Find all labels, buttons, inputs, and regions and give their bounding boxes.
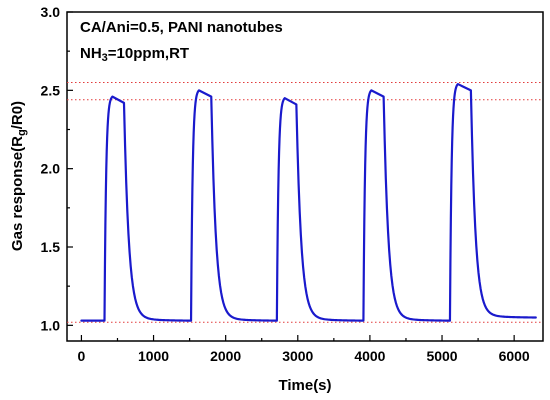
annotation-sub-3: 3 [102,52,108,64]
x-tick-label-3000: 3000 [282,348,313,364]
x-tick-label-1000: 1000 [138,348,169,364]
x-tick-label-4000: 4000 [354,348,385,364]
y-tick-label-3: 3.0 [41,4,61,20]
series-line-1 [80,82,537,322]
annotation-conditions: =10ppm,RT [108,45,189,62]
x-axis: 0 1000 2000 3000 4000 5000 6000 [78,335,530,364]
series-layer [80,82,537,322]
y-tick-label-2.5: 2.5 [41,82,61,98]
x-tick-label-2000: 2000 [210,348,241,364]
annotation-nh: NH [80,45,102,62]
y-axis-title-end: /R0) [9,101,26,129]
plot-frame [66,11,544,342]
y-axis-title-sub: g [16,129,28,136]
x-axis-title: Time(s) [278,377,331,394]
annotation-line-2: NH3=10ppm,RT [80,45,189,64]
y-tick-label-1: 1.0 [41,317,61,333]
y-axis-title-main: Gas response(R [9,136,26,251]
reference-lines [67,82,543,323]
annotation-line-1: CA/Ani=0.5, PANI nanotubes [80,19,283,36]
x-tick-label-6000: 6000 [499,348,530,364]
y-axis-title: Gas response(Rg/R0) [9,101,28,251]
y-tick-label-1.5: 1.5 [41,239,61,255]
x-tick-label-5000: 5000 [426,348,457,364]
y-axis: 1.0 1.5 2.0 2.5 3.0 [41,4,73,333]
y-tick-label-2: 2.0 [41,161,61,177]
x-tick-label-0: 0 [78,348,86,364]
